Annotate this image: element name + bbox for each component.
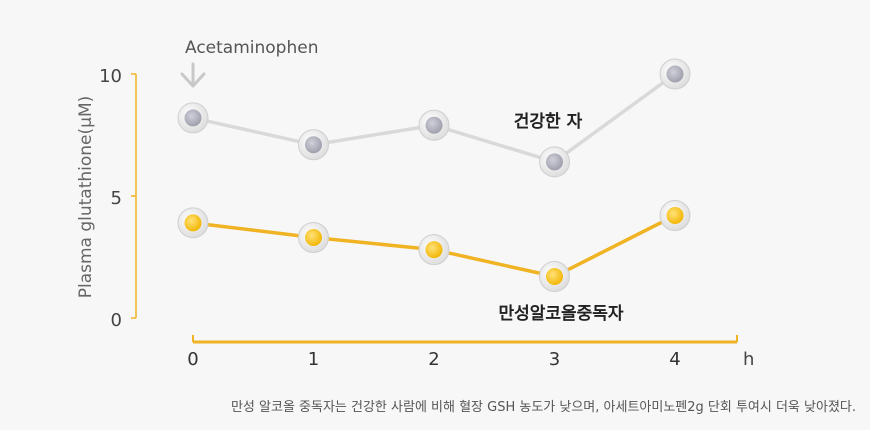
x-tick-label: 2 xyxy=(428,349,439,370)
data-point xyxy=(184,214,202,232)
data-point xyxy=(184,109,202,127)
x-tick-label: 4 xyxy=(669,349,680,370)
data-point xyxy=(666,207,684,225)
y-tick-label: 5 xyxy=(111,188,122,209)
series-label: 만성알코올중독자 xyxy=(498,304,623,324)
y-tick-label: 10 xyxy=(99,66,122,87)
annotation-label: Acetaminophen xyxy=(185,38,318,58)
figure-caption: 만성 알코올 중독자는 건강한 사람에 비해 혈장 GSH 농도가 낮으며, 아… xyxy=(230,400,856,415)
data-point xyxy=(425,116,443,134)
data-point xyxy=(666,65,684,83)
y-tick-label: 0 xyxy=(111,310,122,331)
x-tick-label: 3 xyxy=(549,349,560,370)
data-point xyxy=(305,228,322,246)
down-arrow-icon xyxy=(180,62,206,88)
x-axis-unit: h xyxy=(743,349,754,370)
x-tick-label: 0 xyxy=(187,349,198,370)
data-point xyxy=(546,268,563,286)
data-point xyxy=(305,136,322,154)
data-point xyxy=(425,241,443,259)
x-tick-label: 1 xyxy=(308,349,319,370)
data-point xyxy=(546,153,563,171)
series-label: 건강한 자 xyxy=(514,112,583,132)
y-axis-label: Plasma glutathione(μM) xyxy=(76,96,96,299)
